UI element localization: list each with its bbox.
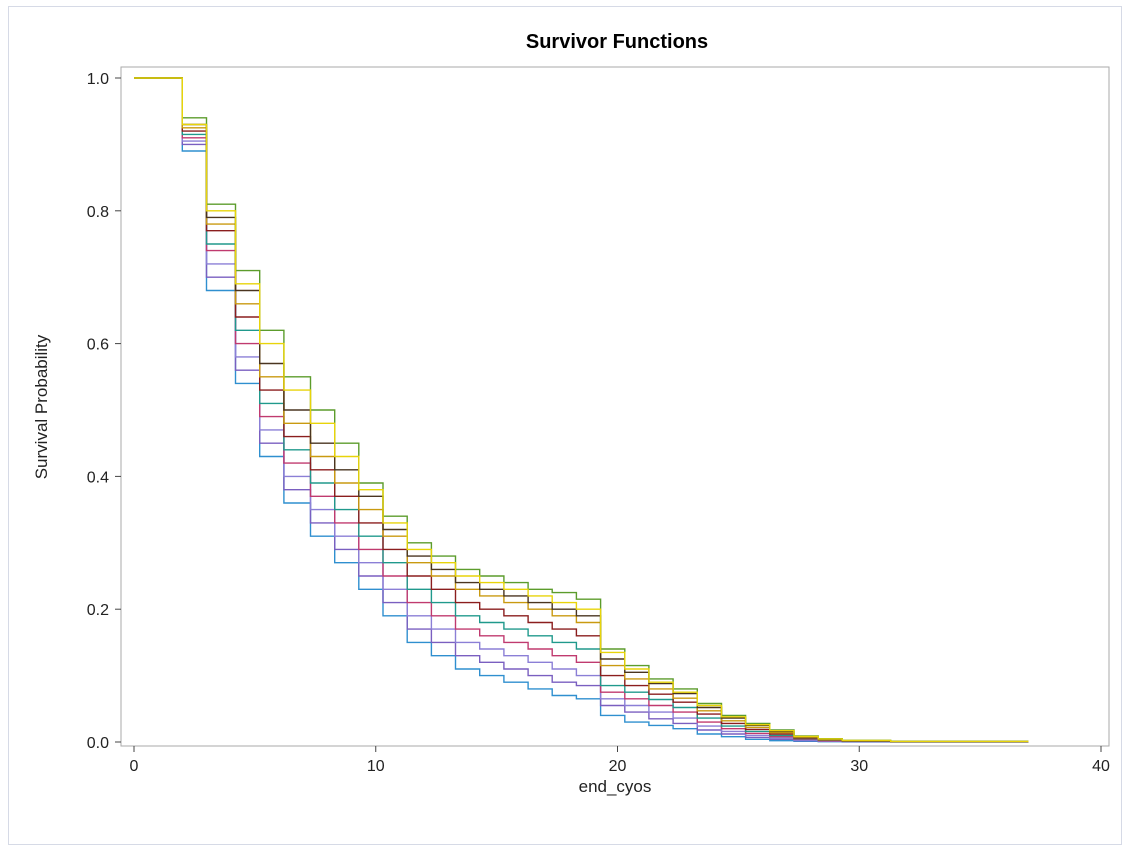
survival-curve-10 <box>134 77 1029 743</box>
y-axis: 0.0 0.2 0.4 0.6 0.8 1.0 <box>87 71 121 752</box>
chart-title: Survivor Functions <box>526 31 708 53</box>
y-tick-label: 0.4 <box>87 469 109 486</box>
x-tick-label: 10 <box>367 758 385 775</box>
y-tick-label: 0.0 <box>87 735 109 752</box>
series-layer <box>134 77 1029 743</box>
y-axis-label: Survival Probability <box>32 334 51 479</box>
y-tick-label: 0.6 <box>87 337 109 354</box>
y-tick-label: 0.8 <box>87 204 109 221</box>
x-tick-label: 0 <box>130 758 139 775</box>
x-tick-label: 20 <box>609 758 627 775</box>
plot-area <box>120 66 1110 747</box>
x-axis: 0 10 20 30 40 <box>130 746 1110 775</box>
y-tick-label: 1.0 <box>87 71 109 88</box>
x-axis-label: end_cyos <box>579 777 652 796</box>
y-tick-label: 0.2 <box>87 602 109 619</box>
x-tick-label: 30 <box>850 758 868 775</box>
x-tick-label: 40 <box>1092 758 1110 775</box>
